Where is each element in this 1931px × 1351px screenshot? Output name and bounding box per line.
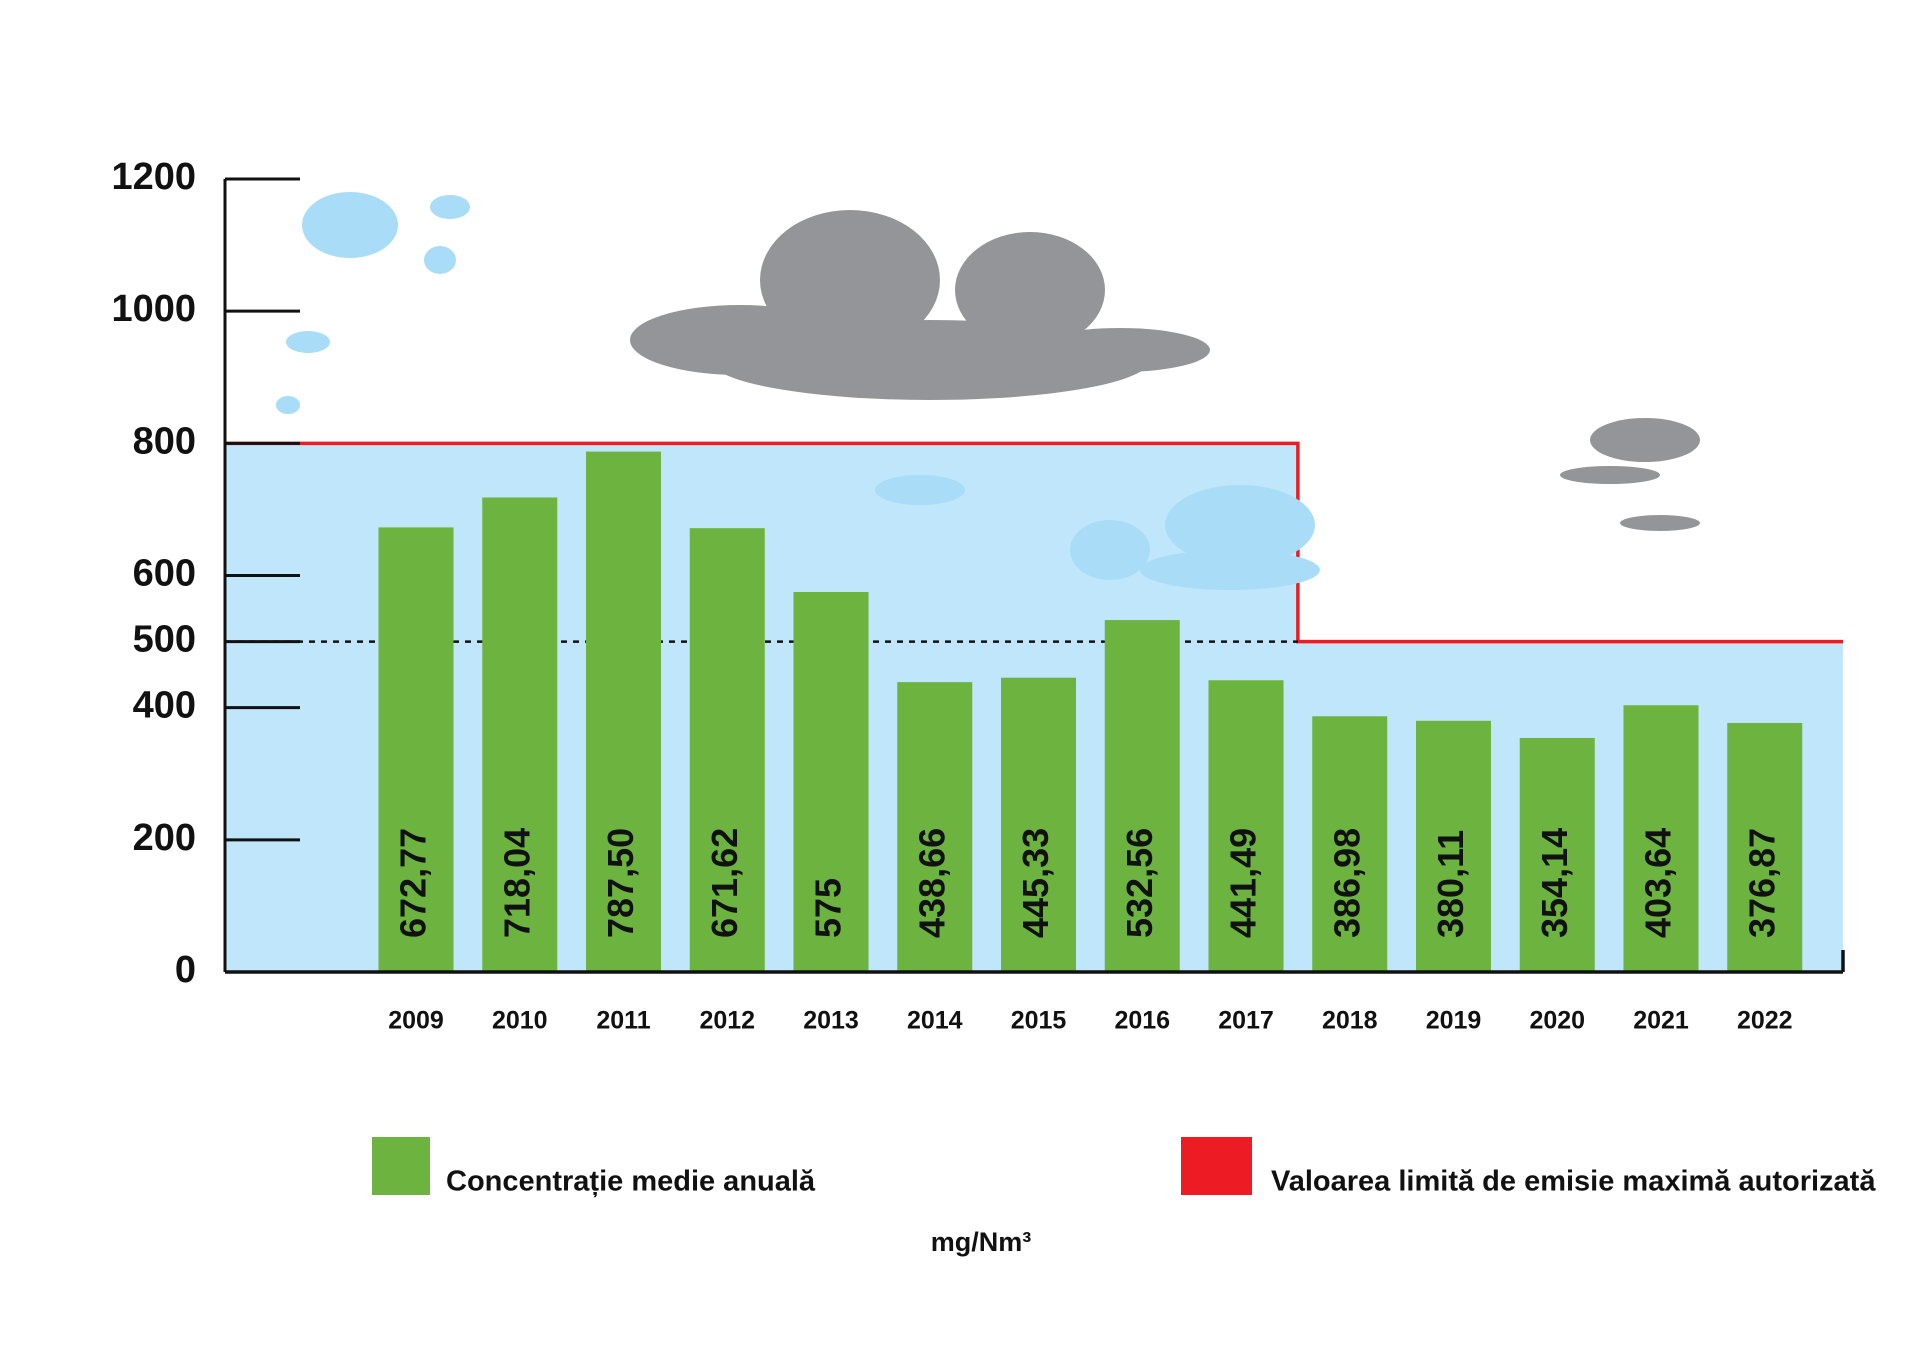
x-tick-label: 2019 [1426,1007,1482,1035]
bar [1416,720,1491,972]
x-tick-label: 2014 [907,1007,963,1035]
bar [1623,705,1699,972]
x-tick-label: 2018 [1322,1007,1378,1035]
bar [586,451,661,972]
bar [1519,737,1595,972]
x-tick-label: 2015 [1011,1007,1067,1035]
bar [482,497,558,972]
y-tick-label: 200 [133,817,196,859]
decoration [276,192,1700,531]
x-tick-label: 2011 [596,1007,650,1035]
bar-value-label: 438,66 [911,828,952,938]
y-tick-label: 400 [133,685,196,727]
bar [1312,716,1388,972]
legend-label: Concentrație medie anuală [446,1166,816,1198]
bar-value-label: 354,14 [1534,828,1575,938]
bar [378,527,454,972]
bar-value-label: 718,04 [496,828,537,938]
x-tick-label: 2012 [699,1007,755,1035]
bar [1104,620,1180,972]
y-tick-label: 500 [133,619,196,661]
bar-value-label: 787,50 [600,828,641,938]
x-tick-label: 2020 [1529,1007,1585,1035]
plot: 0 200 400 500 600 800 1000 1200 672,77 2009 718,04… [111,156,1845,1035]
bar-value-label: 672,77 [393,828,434,938]
foreground-clouds [875,475,1320,590]
x-tick-label: 2009 [388,1007,444,1035]
bar-value-label: 380,11 [1430,830,1471,938]
bar [689,528,765,972]
legend-swatch [372,1137,430,1195]
x-tick-label: 2017 [1218,1007,1274,1035]
unit-label: mg/Nm³ [931,1227,1032,1257]
bar-value-label: 575 [808,878,849,938]
bar-value-label: 532,56 [1119,828,1160,938]
limit-line [225,441,1843,644]
y-tick-label: 600 [133,553,196,595]
x-tick-label: 2021 [1633,1007,1689,1035]
bar-value-label: 386,98 [1326,828,1367,938]
bar-value-label: 376,87 [1741,828,1782,938]
bar [1001,677,1076,972]
bar [1208,680,1284,972]
bar-value-label: 445,33 [1015,828,1056,938]
bar [1727,722,1803,972]
legend-swatch [1181,1137,1252,1195]
y-tick-label: 1200 [111,156,196,198]
y-tick-label: 1000 [111,288,196,330]
x-tick-label: 2010 [492,1007,548,1035]
bar [793,592,869,972]
bar [897,682,973,972]
bar-value-label: 403,64 [1638,828,1679,938]
legend-label: Valoarea limită de emisie maximă autoriz… [1271,1166,1876,1198]
bar-value-label: 441,49 [1223,828,1264,938]
x-tick-label: 2022 [1737,1007,1793,1035]
x-tick-label: 2013 [803,1007,859,1035]
x-tick-label: 2016 [1114,1007,1170,1035]
y-tick-label: 800 [133,420,196,462]
y-tick-label: 0 [175,949,196,991]
bar-value-label: 671,62 [704,828,745,938]
